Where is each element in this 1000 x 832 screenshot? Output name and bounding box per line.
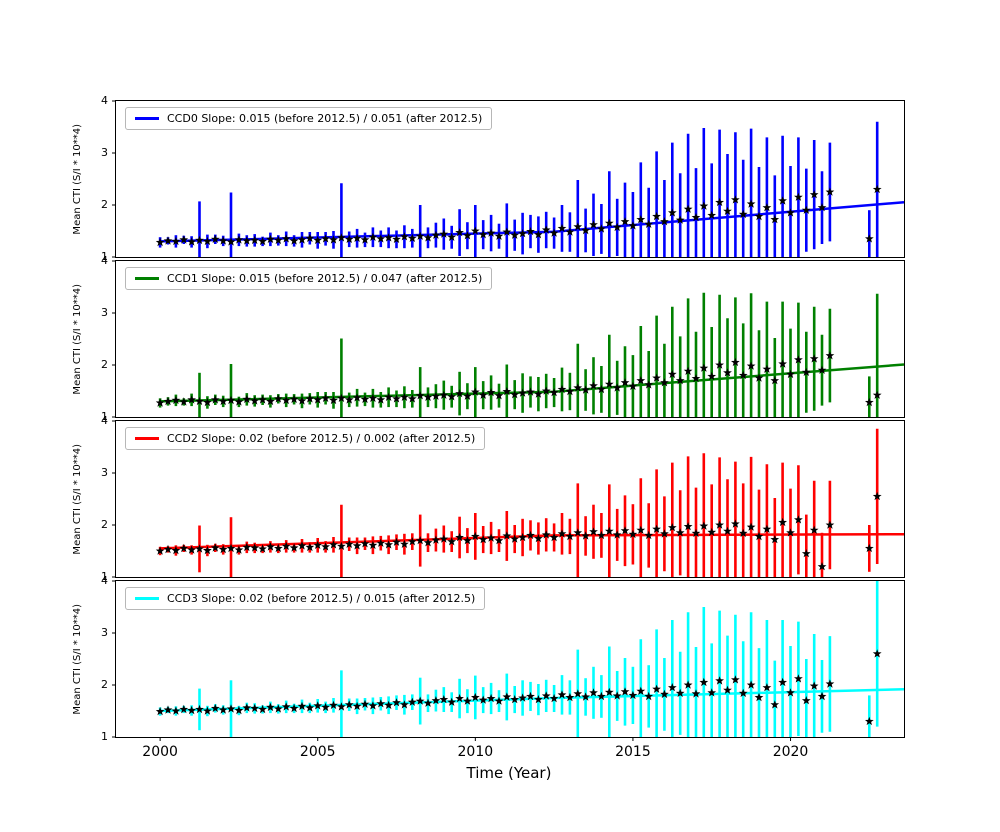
y-axis-label-ccd1: Mean CTI (S/I * 10**4) xyxy=(71,283,83,395)
subplot-ccd1: 1 2 3 4 CCD1 Slope: 0.015 (before 2012.5) /… xyxy=(72,254,905,423)
y-axis-label-ccd0: Mean CTI (S/I * 10**4) xyxy=(71,123,83,235)
x-axis-label: Time (Year) xyxy=(466,764,552,782)
plot-area-ccd1: 1 2 3 4 xyxy=(101,254,905,423)
y-tick-label: 1 xyxy=(101,730,108,743)
y-tick-label: 3 xyxy=(101,626,108,639)
y-tick-label: 3 xyxy=(101,306,108,319)
plot-area-ccd3: 1 2 3 4 2000 2005 2010 2015 2020 xyxy=(101,574,905,760)
y-tick-label: 1 xyxy=(101,250,108,263)
y-tick-label: 4 xyxy=(101,574,108,587)
error-bars xyxy=(158,428,879,577)
x-tick-label: 2010 xyxy=(458,744,494,760)
subplot-ccd3: 1 2 3 4 2000 2005 2010 2015 2020 CCD3 Slope: 0.0… xyxy=(72,574,905,760)
y-tick-label: 1 xyxy=(101,570,108,583)
error-bars xyxy=(158,121,879,257)
x-tick-label: 2015 xyxy=(615,744,651,760)
legend-label-ccd0: CCD0 Slope: 0.015 (before 2012.5) / 0.05… xyxy=(167,112,483,125)
plot-area-ccd0: 1 2 3 4 xyxy=(101,94,905,263)
legend-line-ccd1 xyxy=(135,277,159,280)
legend-ccd2: CCD2 Slope: 0.02 (before 2012.5) / 0.002… xyxy=(125,427,486,450)
y-tick-label: 4 xyxy=(101,94,108,107)
y-tick-label: 4 xyxy=(101,254,108,267)
x-tick-label: 2000 xyxy=(142,744,178,760)
legend-line-ccd0 xyxy=(135,117,159,120)
x-tick-label: 2020 xyxy=(773,744,809,760)
subplot-ccd2: 1 2 3 4 CCD2 Slope: 0.02 (before 2012.5) / … xyxy=(72,414,905,583)
data-points xyxy=(155,351,882,407)
data-points xyxy=(155,649,882,726)
plot-area-ccd2: 1 2 3 4 xyxy=(101,414,905,583)
x-tick-label: 2005 xyxy=(300,744,336,760)
legend-label-ccd3: CCD3 Slope: 0.02 (before 2012.5) / 0.015… xyxy=(167,592,476,605)
subplot-ccd0: 1 2 3 4 CCD0 Slope: 0.015 (before 2012.5) /… xyxy=(72,94,905,263)
legend-ccd1: CCD1 Slope: 0.015 (before 2012.5) / 0.04… xyxy=(125,267,493,290)
y-tick-label: 1 xyxy=(101,410,108,423)
y-tick-label: 4 xyxy=(101,414,108,427)
data-points xyxy=(155,491,882,571)
y-tick-label: 2 xyxy=(101,358,108,371)
y-tick-label: 3 xyxy=(101,466,108,479)
y-tick-label: 3 xyxy=(101,146,108,159)
legend-label-ccd1: CCD1 Slope: 0.015 (before 2012.5) / 0.04… xyxy=(167,272,483,285)
y-tick-label: 2 xyxy=(101,198,108,211)
y-axis-label-ccd3: Mean CTI (S/I * 10**4) xyxy=(71,603,83,715)
y-tick-label: 2 xyxy=(101,678,108,691)
data-points xyxy=(155,184,882,247)
y-axis-label-ccd2: Mean CTI (S/I * 10**4) xyxy=(71,443,83,555)
legend-label-ccd2: CCD2 Slope: 0.02 (before 2012.5) / 0.002… xyxy=(167,432,476,445)
legend-line-ccd2 xyxy=(135,437,159,440)
legend-line-ccd3 xyxy=(135,597,159,600)
legend-ccd0: CCD0 Slope: 0.015 (before 2012.5) / 0.05… xyxy=(125,107,493,130)
legend-ccd3: CCD3 Slope: 0.02 (before 2012.5) / 0.015… xyxy=(125,587,486,610)
y-tick-label: 2 xyxy=(101,518,108,531)
